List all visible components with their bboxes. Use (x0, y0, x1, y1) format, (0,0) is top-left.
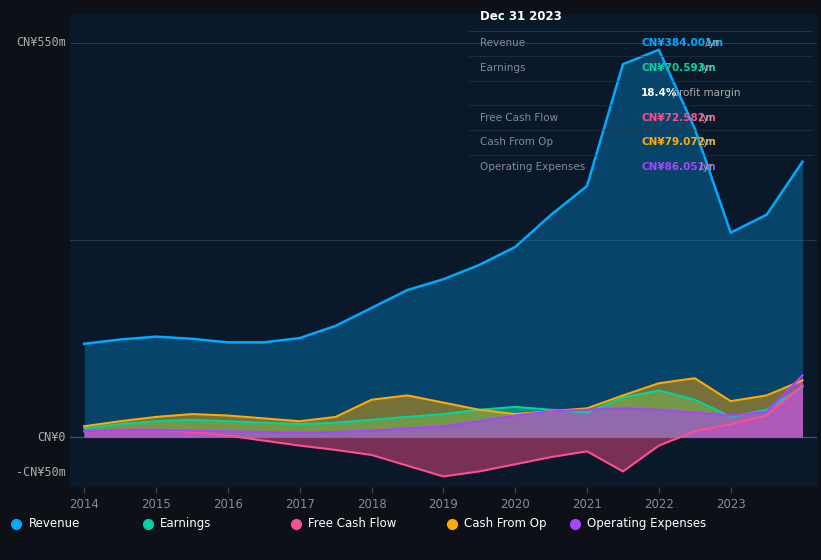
Text: CN¥384.001m: CN¥384.001m (641, 39, 723, 49)
Text: /yr: /yr (696, 63, 713, 73)
Text: Earnings: Earnings (479, 63, 525, 73)
Text: Operating Expenses: Operating Expenses (479, 162, 585, 172)
Text: Dec 31 2023: Dec 31 2023 (479, 10, 562, 23)
Text: Free Cash Flow: Free Cash Flow (479, 113, 558, 123)
Text: /yr: /yr (696, 138, 713, 147)
Text: /yr: /yr (702, 39, 719, 49)
Text: 18.4%: 18.4% (641, 88, 677, 98)
Text: CN¥72.582m: CN¥72.582m (641, 113, 716, 123)
Text: CN¥86.051m: CN¥86.051m (641, 162, 716, 172)
Text: CN¥79.072m: CN¥79.072m (641, 138, 716, 147)
Text: CN¥550m: CN¥550m (16, 36, 66, 49)
Text: Free Cash Flow: Free Cash Flow (308, 517, 397, 530)
Text: Operating Expenses: Operating Expenses (587, 517, 706, 530)
Text: CN¥70.593m: CN¥70.593m (641, 63, 716, 73)
Text: Revenue: Revenue (479, 39, 525, 49)
Text: Cash From Op: Cash From Op (464, 517, 546, 530)
Text: Revenue: Revenue (29, 517, 80, 530)
Text: profit margin: profit margin (668, 88, 740, 98)
Text: /yr: /yr (696, 113, 713, 123)
Text: CN¥0: CN¥0 (38, 431, 66, 444)
Text: /yr: /yr (696, 162, 713, 172)
Text: Cash From Op: Cash From Op (479, 138, 553, 147)
Text: -CN¥50m: -CN¥50m (16, 466, 66, 479)
Text: Earnings: Earnings (160, 517, 212, 530)
